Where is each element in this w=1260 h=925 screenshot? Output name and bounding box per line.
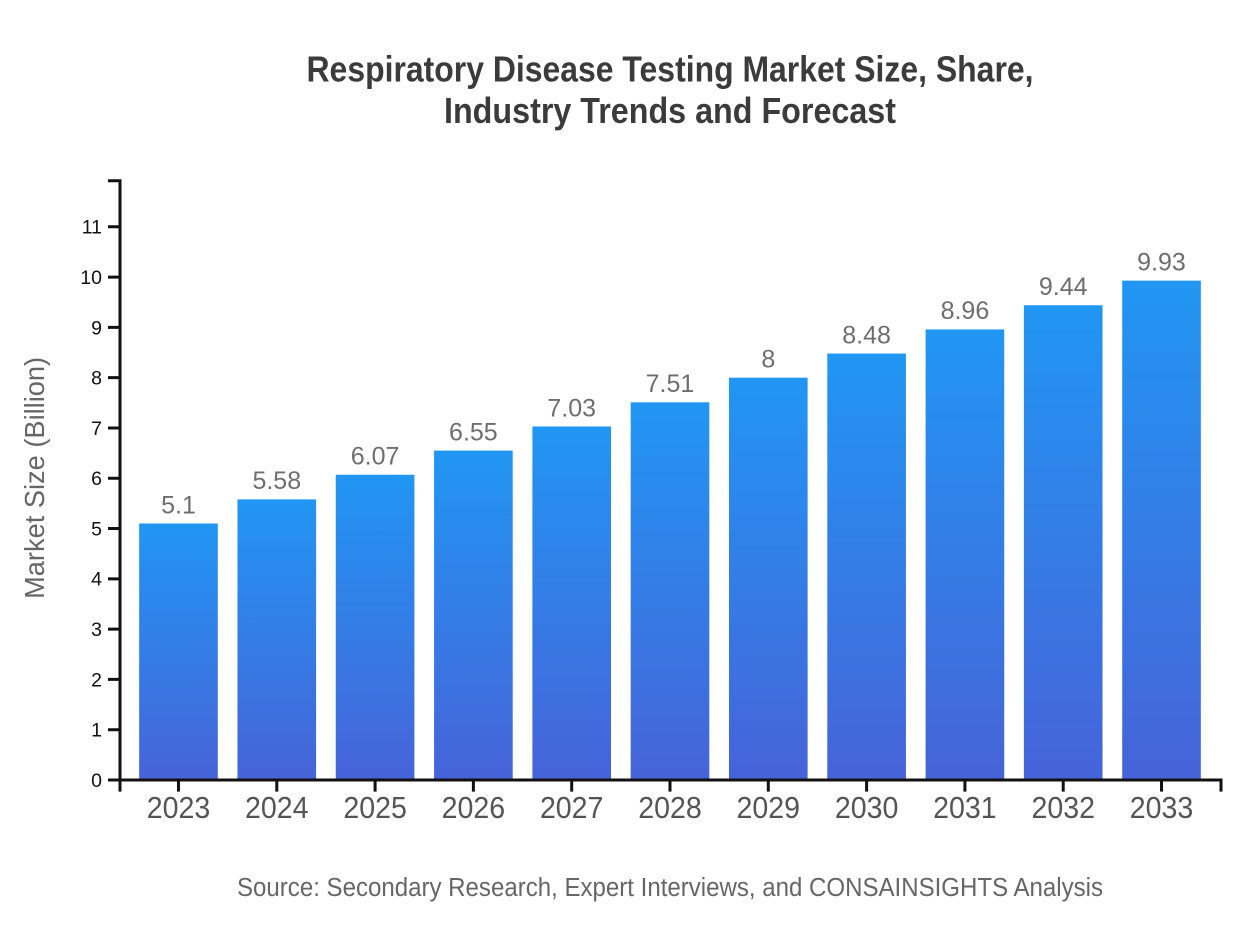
svg-text:0: 0 xyxy=(91,770,102,792)
svg-text:Respiratory Disease Testing Ma: Respiratory Disease Testing Market Size,… xyxy=(307,49,1034,90)
svg-text:7.51: 7.51 xyxy=(646,370,695,398)
svg-text:2030: 2030 xyxy=(835,790,899,825)
svg-text:2025: 2025 xyxy=(343,790,407,825)
svg-text:8.48: 8.48 xyxy=(842,321,891,349)
svg-text:2: 2 xyxy=(91,669,102,691)
svg-text:7: 7 xyxy=(91,418,102,440)
svg-text:2033: 2033 xyxy=(1130,790,1194,825)
svg-text:9.44: 9.44 xyxy=(1039,273,1088,301)
svg-text:8: 8 xyxy=(761,345,775,373)
svg-text:2024: 2024 xyxy=(245,790,309,825)
svg-text:9: 9 xyxy=(91,317,102,339)
svg-text:2027: 2027 xyxy=(540,790,604,825)
svg-text:6: 6 xyxy=(91,468,102,490)
svg-text:4: 4 xyxy=(91,569,102,591)
svg-text:8: 8 xyxy=(91,368,102,390)
svg-text:3: 3 xyxy=(91,619,102,641)
svg-text:11: 11 xyxy=(82,217,102,239)
svg-text:8.96: 8.96 xyxy=(941,297,990,325)
svg-text:1: 1 xyxy=(91,720,102,742)
svg-text:6.07: 6.07 xyxy=(351,443,400,471)
svg-text:2032: 2032 xyxy=(1031,790,1095,825)
svg-text:2031: 2031 xyxy=(933,790,997,825)
svg-text:6.55: 6.55 xyxy=(449,418,498,446)
svg-text:Source: Secondary Research, Ex: Source: Secondary Research, Expert Inter… xyxy=(237,874,1103,902)
svg-text:7.03: 7.03 xyxy=(547,394,596,422)
svg-text:5: 5 xyxy=(91,518,102,540)
svg-text:Industry Trends and Forecast: Industry Trends and Forecast xyxy=(444,90,896,131)
svg-text:2023: 2023 xyxy=(147,790,211,825)
svg-text:2029: 2029 xyxy=(737,790,801,825)
svg-text:2026: 2026 xyxy=(442,790,506,825)
svg-text:9.93: 9.93 xyxy=(1137,248,1186,276)
svg-text:10: 10 xyxy=(80,267,102,289)
svg-text:2028: 2028 xyxy=(638,790,702,825)
svg-text:5.1: 5.1 xyxy=(161,491,196,519)
svg-text:5.58: 5.58 xyxy=(252,467,301,495)
svg-text:Market Size (Billion): Market Size (Billion) xyxy=(19,357,50,599)
